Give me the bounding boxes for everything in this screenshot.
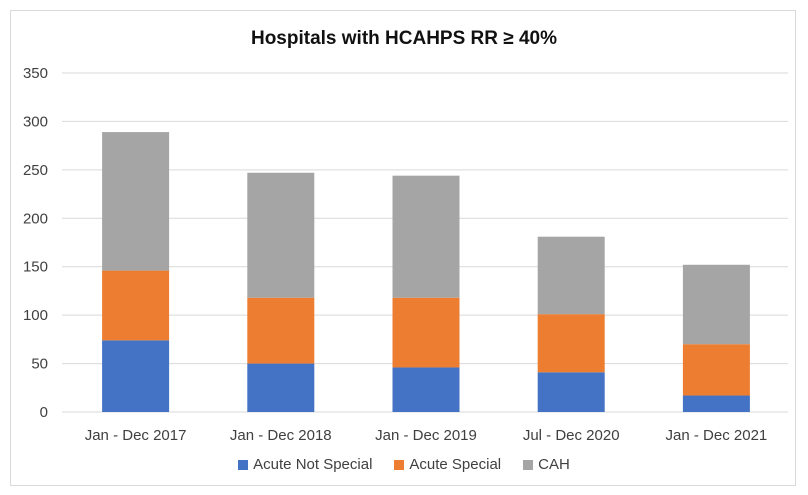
bar-segment-acute-special bbox=[537, 314, 605, 373]
legend-swatch bbox=[238, 459, 249, 470]
y-tick-label: 300 bbox=[23, 113, 48, 130]
y-tick-label: 50 bbox=[31, 356, 48, 373]
bar-segment-acute-not-special bbox=[682, 395, 750, 412]
bar-segment-cah bbox=[392, 175, 460, 298]
bar-segment-acute-special bbox=[247, 297, 315, 364]
bar-segment-cah bbox=[682, 264, 750, 345]
bar-segment-acute-special bbox=[102, 270, 170, 341]
chart-title: Hospitals with HCAHPS RR ≥ 40% bbox=[250, 28, 558, 49]
legend-item: Acute Special bbox=[394, 456, 501, 473]
legend-item: CAH bbox=[523, 456, 570, 473]
chart-frame bbox=[10, 10, 796, 486]
bar-segment-acute-not-special bbox=[537, 372, 605, 412]
x-tick-label: Jan - Dec 2018 bbox=[230, 427, 332, 444]
bar-segment-acute-not-special bbox=[247, 363, 315, 412]
y-tick-label: 0 bbox=[40, 404, 48, 421]
y-tick-label: 100 bbox=[23, 307, 48, 324]
legend-swatch bbox=[394, 459, 405, 470]
y-tick-label: 250 bbox=[23, 162, 48, 179]
legend-swatch bbox=[523, 459, 534, 470]
x-tick-label: Jul - Dec 2020 bbox=[523, 427, 620, 444]
x-tick-label: Jan - Dec 2019 bbox=[375, 427, 477, 444]
bar-segment-cah bbox=[102, 132, 170, 271]
legend-label: CAH bbox=[538, 456, 570, 473]
y-tick-label: 350 bbox=[23, 65, 48, 82]
legend-label: Acute Special bbox=[409, 456, 502, 473]
legend-label: Acute Not Special bbox=[253, 456, 373, 473]
legend-item: Acute Not Special bbox=[238, 456, 372, 473]
legend: Acute Not Special Acute Special CAH bbox=[0, 456, 808, 473]
bar-segment-cah bbox=[537, 236, 605, 315]
bar-segment-acute-not-special bbox=[102, 340, 170, 412]
bar-segment-acute-not-special bbox=[392, 367, 460, 412]
x-tick-label: Jan - Dec 2021 bbox=[666, 427, 768, 444]
y-tick-label: 150 bbox=[23, 259, 48, 276]
bar-segment-cah bbox=[247, 172, 315, 298]
x-tick-label: Jan - Dec 2017 bbox=[85, 427, 187, 444]
y-tick-label: 200 bbox=[23, 210, 48, 227]
bar-segment-acute-special bbox=[682, 344, 750, 396]
bar-segment-acute-special bbox=[392, 297, 460, 368]
